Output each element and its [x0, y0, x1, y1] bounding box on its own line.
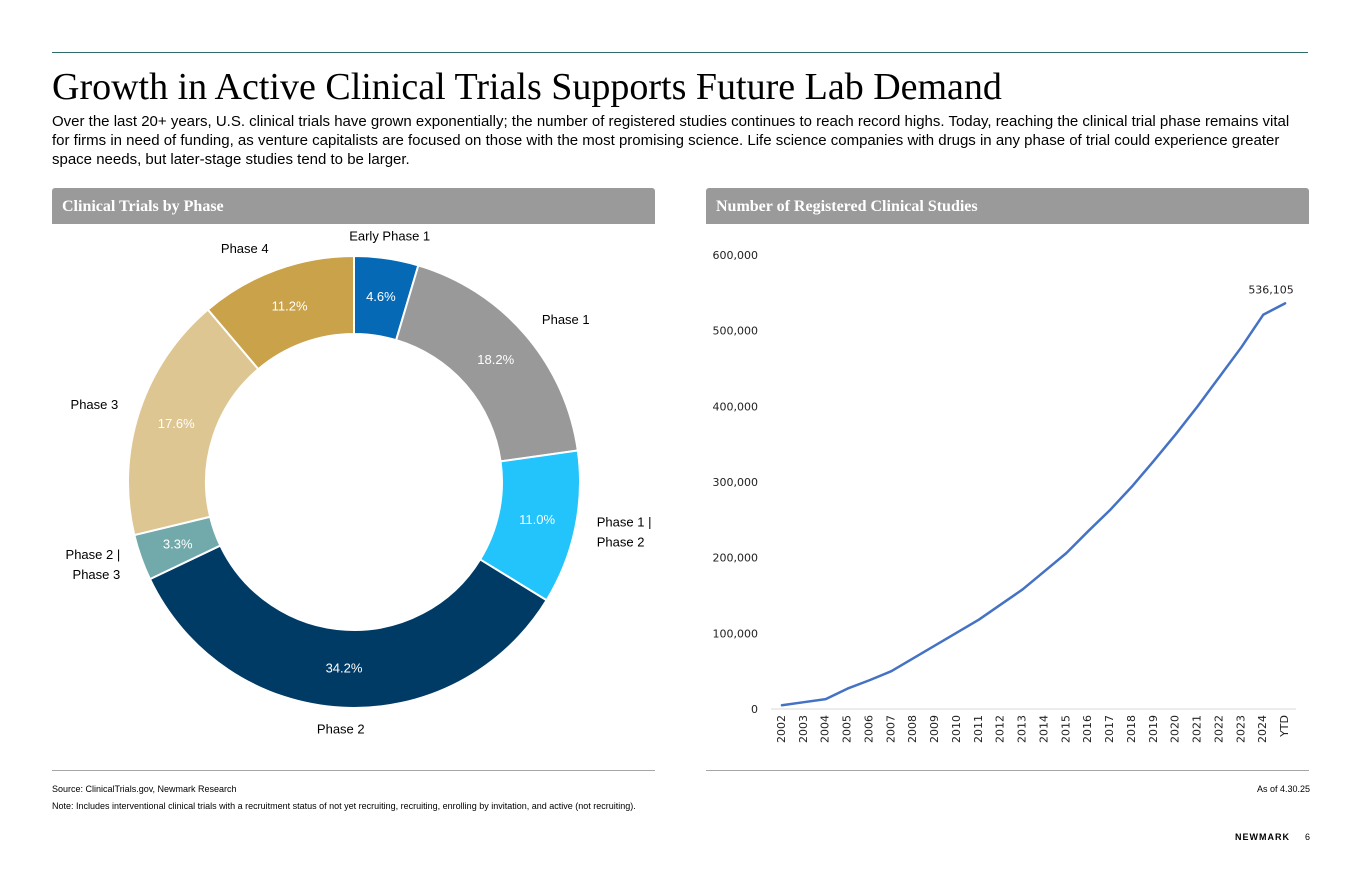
page-title: Growth in Active Clinical Trials Support… [52, 66, 1002, 108]
donut-panel-header: Clinical Trials by Phase [52, 188, 655, 224]
x-tick-label: 2017 [1103, 715, 1116, 743]
x-tick-label: 2005 [841, 715, 854, 743]
x-tick-label: 2003 [797, 715, 810, 743]
slice-label-early-phase-1: Early Phase 1 [349, 229, 430, 244]
x-tick-label: 2013 [1016, 715, 1029, 743]
brand-logo-text: NEWMARK [1235, 832, 1290, 842]
x-tick-label: 2020 [1169, 715, 1182, 743]
x-tick-label: 2010 [950, 715, 963, 743]
x-tick-label: 2023 [1234, 715, 1247, 743]
x-tick-label: 2008 [906, 715, 919, 743]
x-tick-label: 2018 [1125, 715, 1138, 743]
slice-value-phase-2: 34.2% [326, 661, 363, 676]
line-panel-header: Number of Registered Clinical Studies [706, 188, 1309, 224]
x-tick-label: YTD [1278, 715, 1291, 738]
y-tick-label: 0 [751, 703, 758, 716]
x-tick-label: 2002 [775, 715, 788, 743]
y-tick-label: 500,000 [713, 325, 759, 338]
line-chart: 0 100,000 200,000 300,000 400,000 500,000 600,… [713, 249, 1296, 743]
x-tick-label: 2014 [1037, 715, 1050, 743]
slice-label-phase-3: Phase 3 [71, 397, 119, 412]
donut-chart: 4.6% Early Phase 1 18.2% Phase 1 11.0% Phase … [66, 229, 652, 737]
slice-label-phase-2: Phase 2 [317, 722, 365, 737]
slice-phase-4 [206, 254, 355, 371]
slice-value-phase-3: 17.6% [158, 416, 195, 431]
x-tick-label: 2009 [928, 715, 941, 743]
page-number: 6 [1304, 832, 1310, 842]
x-tick-label: 2007 [884, 715, 897, 743]
x-tick-label: 2022 [1212, 715, 1225, 743]
slice-label-phase-1-phase-2: Phase 2 [597, 535, 645, 550]
as-of-date: As of 4.30.25 [1256, 784, 1310, 794]
slice-phase-2 [148, 544, 548, 709]
top-rule [52, 52, 1308, 53]
intro-paragraph: Over the last 20+ years, U.S. clinical t… [52, 113, 1290, 168]
x-tick-label: 2016 [1081, 715, 1094, 743]
slice-value-phase-1-phase-2: 11.0% [519, 512, 555, 527]
slice-label-phase-2-phase-3: Phase 3 [73, 567, 121, 582]
x-tick-label: 2011 [972, 715, 985, 743]
x-tick-label: 2024 [1256, 715, 1269, 743]
x-tick-label: 2021 [1191, 715, 1204, 743]
slice-value-phase-4: 11.2% [272, 298, 308, 313]
slice-label-phase-4: Phase 4 [221, 241, 269, 256]
x-tick-label: 2019 [1147, 715, 1160, 743]
x-tick-label: 2006 [862, 715, 875, 743]
y-tick-label: 400,000 [713, 400, 759, 413]
y-tick-label: 600,000 [713, 249, 759, 262]
data-label-latest: 536,105 [1248, 283, 1294, 296]
slice-label-phase-1-phase-2: Phase 1 | [597, 515, 652, 530]
footer-rule-right [706, 770, 1309, 771]
y-tick-label: 100,000 [713, 627, 759, 640]
x-tick-label: 2015 [1059, 715, 1072, 743]
slice-label-phase-1: Phase 1 [542, 312, 590, 327]
x-tick-label: 2004 [819, 715, 832, 743]
source-note: Source: ClinicalTrials.gov, Newmark Rese… [52, 784, 237, 794]
footer-rule-left [52, 770, 655, 771]
y-tick-label: 300,000 [713, 476, 759, 489]
slice-value-phase-2-phase-3: 3.3% [163, 536, 193, 551]
footnote: Note: Includes interventional clinical t… [52, 801, 636, 811]
slice-value-early-phase-1: 4.6% [366, 289, 396, 304]
series-line-registered-clinical-studies [780, 302, 1287, 707]
slice-value-phase-1: 18.2% [477, 352, 514, 367]
y-tick-label: 200,000 [713, 552, 759, 565]
slice-label-phase-2-phase-3: Phase 2 | [66, 547, 121, 562]
x-tick-label: 2012 [994, 715, 1007, 743]
